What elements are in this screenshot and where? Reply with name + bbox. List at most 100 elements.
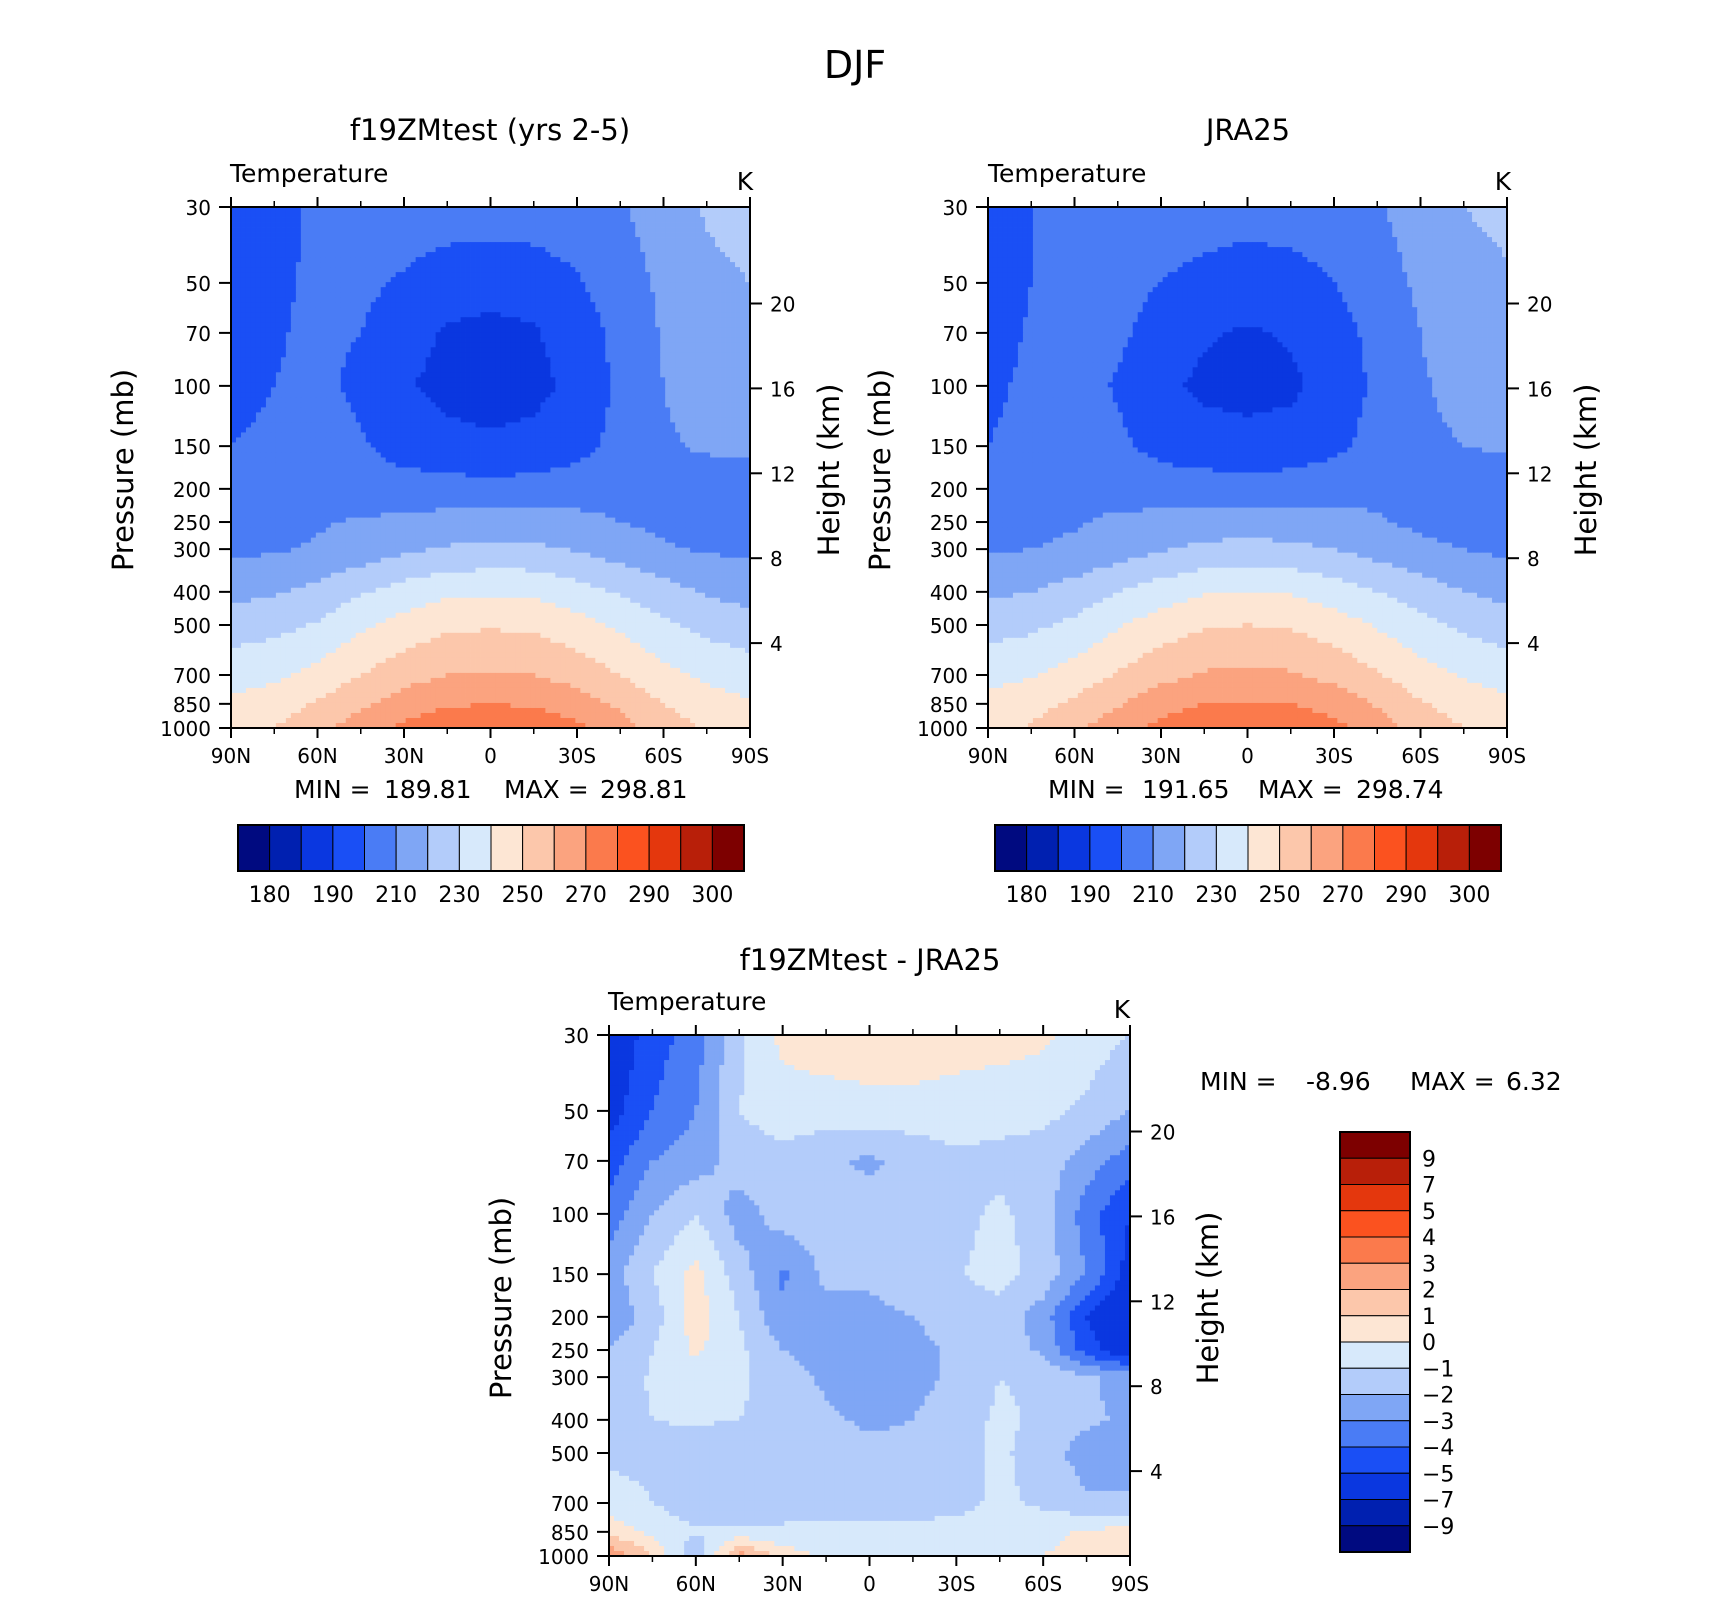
contour-cell	[400, 437, 407, 443]
contour-cell	[405, 347, 412, 353]
contour-cell	[710, 362, 716, 368]
contour-cell	[265, 342, 272, 348]
contour-cell	[425, 417, 432, 423]
contour-cell	[715, 337, 721, 343]
contour-cell	[420, 432, 427, 438]
contour-cell	[500, 367, 506, 373]
contour-cell	[290, 377, 297, 383]
contour-cell	[320, 442, 327, 448]
contour-cell	[270, 437, 277, 443]
contour-cell	[430, 347, 437, 353]
contour-cell	[300, 377, 307, 383]
contour-cell	[485, 257, 491, 263]
contour-cell	[730, 302, 736, 308]
contour-cell	[560, 392, 566, 398]
contour-cell	[520, 432, 526, 438]
contour-cell	[360, 362, 367, 368]
contour-cell	[395, 272, 402, 278]
contour-cell	[280, 252, 287, 258]
contour-cell	[265, 262, 272, 268]
contour-cell	[565, 362, 571, 368]
contour-cell	[231, 297, 237, 303]
contour-cell	[570, 347, 576, 353]
contour-cell	[580, 237, 586, 243]
contour-cell	[275, 297, 282, 303]
contour-cell	[670, 222, 676, 228]
contour-cell	[680, 317, 686, 323]
contour-cell	[540, 412, 546, 418]
contour-cell	[615, 252, 621, 258]
contour-cell	[545, 432, 551, 438]
contour-cell	[390, 402, 397, 408]
contour-cell	[465, 302, 471, 308]
contour-cell	[640, 432, 646, 438]
contour-cell	[415, 387, 422, 393]
contour-cell	[380, 262, 387, 268]
contour-cell	[540, 307, 546, 313]
contour-cell	[580, 222, 586, 228]
contour-cell	[250, 207, 257, 213]
contour-cell	[595, 407, 601, 413]
contour-cell	[450, 267, 456, 273]
contour-cell	[355, 362, 362, 368]
contour-cell	[610, 227, 616, 233]
contour-cell	[450, 247, 456, 253]
contour-cell	[650, 237, 656, 243]
contour-cell	[260, 317, 267, 323]
contour-cell	[735, 272, 741, 278]
contour-cell	[595, 207, 601, 213]
contour-cell	[545, 332, 551, 338]
contour-cell	[320, 227, 327, 233]
contour-cell	[300, 242, 307, 248]
contour-cell	[305, 352, 312, 358]
contour-cell	[720, 287, 726, 293]
contour-cell	[360, 287, 367, 293]
contour-cell	[480, 322, 486, 328]
contour-cell	[485, 342, 491, 348]
contour-cell	[255, 242, 262, 248]
contour-cell	[395, 312, 402, 318]
contour-cell	[425, 327, 432, 333]
contour-cell	[745, 267, 750, 273]
contour-cell	[610, 422, 616, 428]
contour-cell	[640, 272, 646, 278]
contour-cell	[445, 417, 451, 423]
contour-cell	[365, 322, 372, 328]
contour-cell	[490, 267, 496, 273]
contour-cell	[255, 302, 262, 308]
contour-cell	[610, 272, 616, 278]
contour-cell	[545, 272, 551, 278]
contour-cell	[275, 392, 282, 398]
contour-cell	[575, 422, 581, 428]
contour-cell	[540, 397, 546, 403]
contour-cell	[335, 302, 342, 308]
contour-cell	[705, 267, 711, 273]
contour-cell	[570, 402, 576, 408]
contour-cell	[680, 302, 686, 308]
contour-cell	[410, 302, 417, 308]
contour-cell	[730, 217, 736, 223]
contour-cell	[720, 207, 726, 213]
contour-cell	[460, 282, 466, 288]
contour-cell	[710, 237, 716, 243]
contour-cell	[670, 267, 676, 273]
contour-cell	[240, 417, 247, 423]
contour-cell	[700, 437, 706, 443]
contour-cell	[680, 322, 686, 328]
contour-cell	[430, 397, 437, 403]
contour-cell	[680, 327, 686, 333]
contour-cell	[505, 432, 511, 438]
contour-cell	[630, 312, 636, 318]
contour-cell	[231, 277, 237, 283]
contour-cell	[645, 232, 651, 238]
contour-cell	[260, 287, 267, 293]
contour-cell	[480, 252, 486, 258]
contour-cell	[465, 292, 471, 298]
contour-cell	[525, 277, 531, 283]
contour-cell	[425, 362, 432, 368]
contour-cell	[350, 332, 357, 338]
contour-cell	[605, 427, 611, 433]
contour-cell	[535, 412, 541, 418]
contour-cell	[305, 237, 312, 243]
contour-cell	[300, 417, 307, 423]
